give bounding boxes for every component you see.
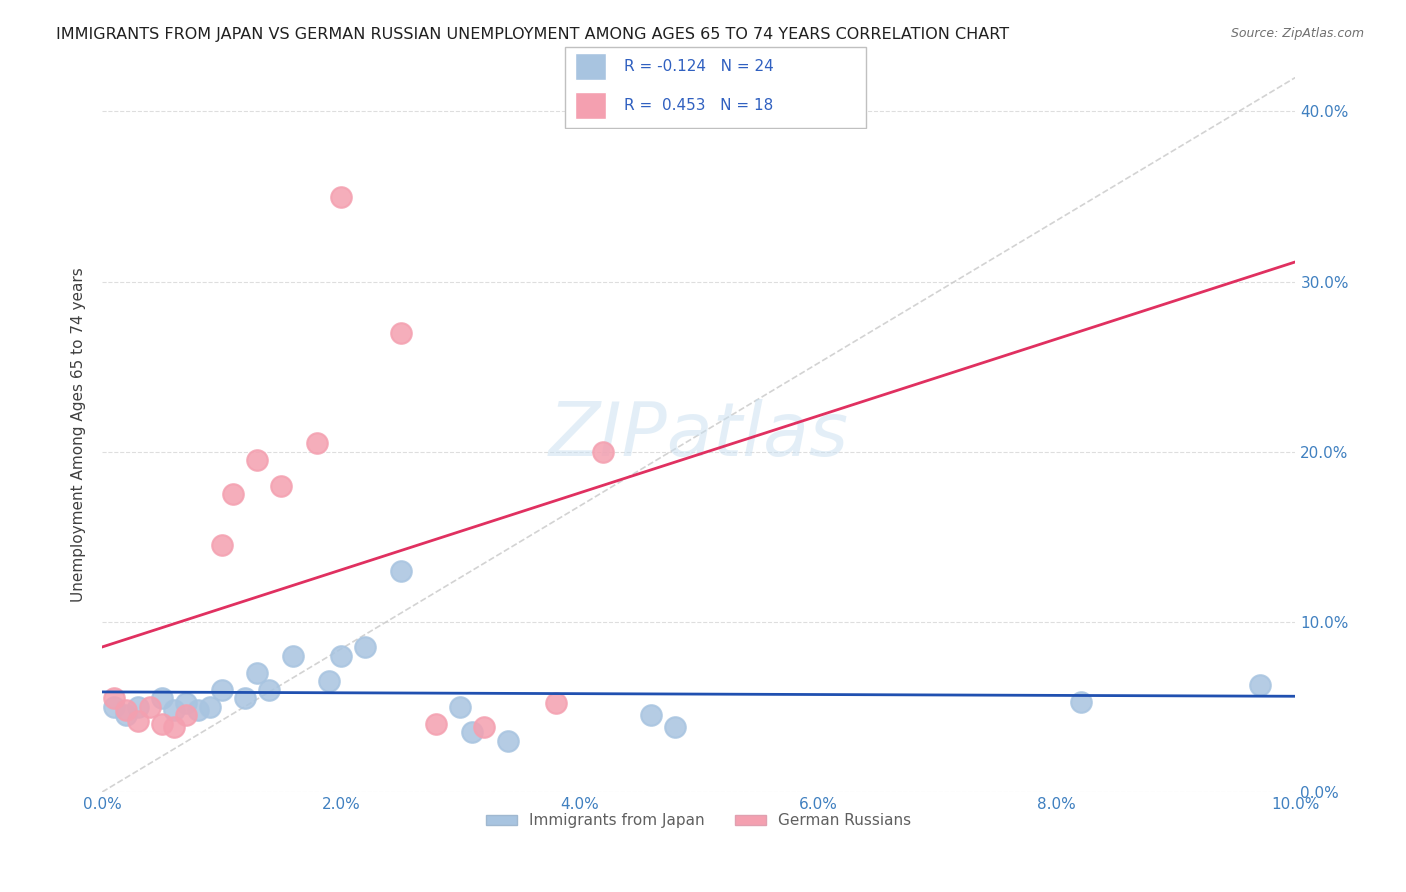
Text: ZIPatlas: ZIPatlas xyxy=(548,399,849,471)
Point xyxy=(281,648,304,663)
Point xyxy=(235,691,257,706)
Point xyxy=(472,720,495,734)
Point xyxy=(174,708,197,723)
Point xyxy=(496,734,519,748)
Point xyxy=(103,691,125,706)
Point xyxy=(246,665,269,680)
Point xyxy=(259,682,281,697)
Point xyxy=(544,697,567,711)
Point xyxy=(222,487,245,501)
Point xyxy=(389,326,412,340)
Point xyxy=(389,564,412,578)
Point xyxy=(198,699,221,714)
Point xyxy=(103,699,125,714)
Point xyxy=(329,189,352,203)
Point xyxy=(163,703,186,717)
Text: Source: ZipAtlas.com: Source: ZipAtlas.com xyxy=(1230,27,1364,40)
Point xyxy=(449,699,471,714)
Point xyxy=(211,682,233,697)
Point xyxy=(139,699,162,714)
Legend: Immigrants from Japan, German Russians: Immigrants from Japan, German Russians xyxy=(481,807,917,834)
Point xyxy=(425,717,447,731)
Point xyxy=(150,691,173,706)
Point xyxy=(461,725,484,739)
Point xyxy=(329,648,352,663)
Y-axis label: Unemployment Among Ages 65 to 74 years: Unemployment Among Ages 65 to 74 years xyxy=(72,268,86,602)
Point xyxy=(270,479,292,493)
Point xyxy=(640,708,662,723)
Point xyxy=(127,714,149,728)
Point xyxy=(353,640,375,655)
Point xyxy=(115,708,138,723)
Point xyxy=(305,436,328,450)
FancyBboxPatch shape xyxy=(575,54,606,80)
Point xyxy=(1070,695,1092,709)
Point xyxy=(318,674,340,689)
Point xyxy=(187,703,209,717)
FancyBboxPatch shape xyxy=(575,92,606,120)
Text: R = -0.124   N = 24: R = -0.124 N = 24 xyxy=(624,59,775,74)
Point xyxy=(127,699,149,714)
Point xyxy=(150,717,173,731)
FancyBboxPatch shape xyxy=(565,47,866,128)
Point xyxy=(174,697,197,711)
Text: IMMIGRANTS FROM JAPAN VS GERMAN RUSSIAN UNEMPLOYMENT AMONG AGES 65 TO 74 YEARS C: IMMIGRANTS FROM JAPAN VS GERMAN RUSSIAN … xyxy=(56,27,1010,42)
Point xyxy=(592,444,614,458)
Point xyxy=(664,720,686,734)
Point xyxy=(115,703,138,717)
Point xyxy=(163,720,186,734)
Point xyxy=(211,538,233,552)
Point xyxy=(1249,678,1271,692)
Text: R =  0.453   N = 18: R = 0.453 N = 18 xyxy=(624,98,773,113)
Point xyxy=(246,453,269,467)
